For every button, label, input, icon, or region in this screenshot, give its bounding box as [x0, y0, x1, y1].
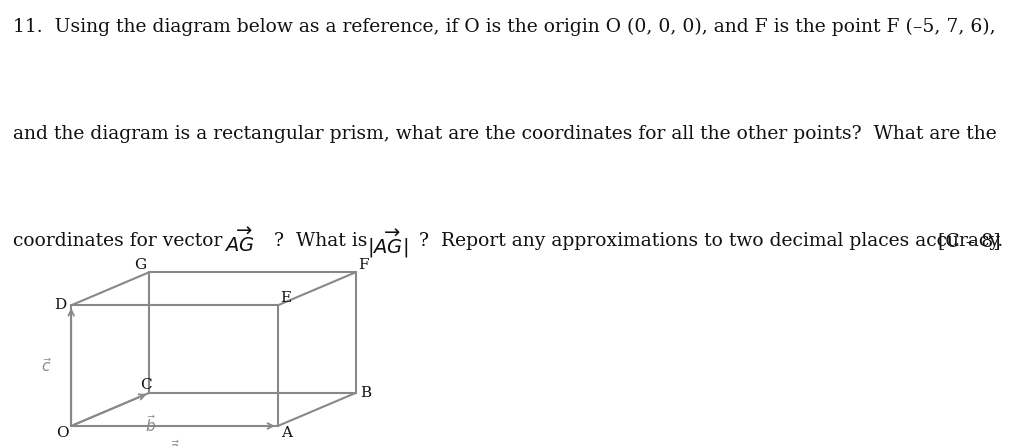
Text: E: E — [281, 291, 291, 305]
Text: F: F — [359, 258, 369, 272]
Text: A: A — [281, 426, 291, 441]
Text: 11.  Using the diagram below as a reference, if O is the origin O (0, 0, 0), and: 11. Using the diagram below as a referen… — [13, 18, 996, 36]
Text: ?  Report any approximations to two decimal places accuracy.: ? Report any approximations to two decim… — [419, 232, 1002, 250]
Text: $\vec{b}$: $\vec{b}$ — [146, 414, 157, 435]
Text: $\vec{c}$: $\vec{c}$ — [41, 357, 51, 375]
Text: $\vec{a}$: $\vec{a}$ — [169, 438, 181, 446]
Text: C: C — [141, 378, 152, 392]
Text: B: B — [360, 386, 371, 400]
Text: D: D — [54, 298, 67, 312]
Text: O: O — [55, 426, 69, 441]
Text: [C – 8]: [C – 8] — [938, 232, 1000, 250]
Text: coordinates for vector: coordinates for vector — [13, 232, 229, 250]
Text: G: G — [134, 258, 147, 272]
Text: and the diagram is a rectangular prism, what are the coordinates for all the oth: and the diagram is a rectangular prism, … — [13, 125, 997, 143]
Text: ?  What is: ? What is — [268, 232, 367, 250]
Text: $\overrightarrow{AG}$: $\overrightarrow{AG}$ — [224, 227, 254, 256]
Text: $|\overrightarrow{AG}|$: $|\overrightarrow{AG}|$ — [367, 227, 408, 260]
